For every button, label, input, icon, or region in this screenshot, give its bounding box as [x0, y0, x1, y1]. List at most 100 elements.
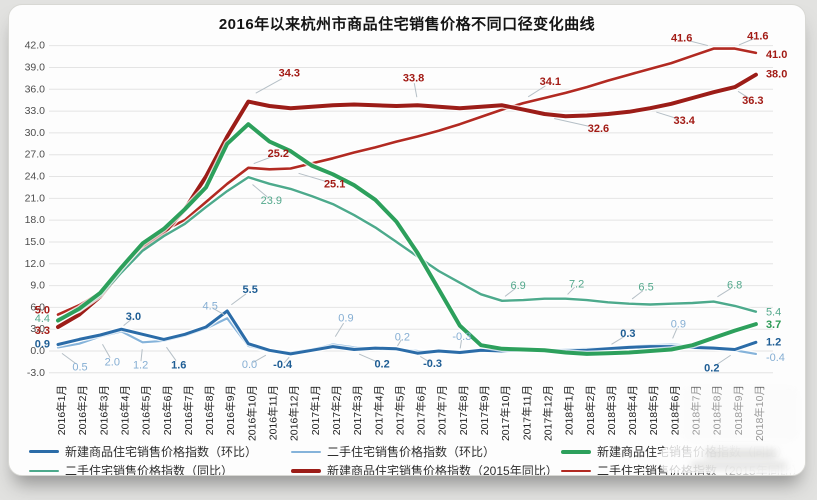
data-label: 5.4: [766, 307, 781, 319]
legend-swatch: [29, 469, 59, 472]
svg-text:2017年1月: 2017年1月: [309, 385, 322, 435]
data-label: 2.0: [105, 356, 120, 368]
data-label: 5.5: [243, 284, 258, 296]
svg-text:2017年6月: 2017年6月: [415, 385, 428, 435]
y-axis-labels: -3.0 0.0 3.0 6.0 9.0 12.0 15.0 18.0 21.0 24.0 27.0…: [25, 40, 46, 379]
series-line-second_2015: [56, 47, 758, 316]
legend-swatch: [291, 450, 321, 453]
gridlines: [49, 45, 773, 374]
data-label: 0.3: [620, 328, 635, 340]
data-label: -0.3: [452, 331, 471, 343]
data-label: 0.2: [374, 359, 389, 371]
svg-text:2017年9月: 2017年9月: [478, 385, 491, 435]
erased-watermark-mark: [691, 462, 787, 469]
data-label: 41.6: [747, 31, 768, 43]
legend-item-second_mom: 二手住宅销售价格指数（环比）: [291, 443, 561, 460]
data-label: 0.9: [671, 318, 686, 330]
svg-text:30.0: 30.0: [25, 127, 46, 139]
svg-text:2016年10月: 2016年10月: [245, 385, 258, 441]
data-label: 3.7: [766, 319, 781, 331]
legend-swatch: [561, 469, 591, 472]
legend-swatch: [291, 468, 321, 473]
x-axis-labels: 2016年1月 2016年2月 2016年3月 2016年4月 2016年5月 2016年…: [55, 385, 766, 441]
data-label: 33.4: [673, 115, 695, 127]
svg-text:2018年5月: 2018年5月: [647, 385, 660, 435]
svg-text:2016年11月: 2016年11月: [267, 385, 280, 440]
data-label: -0.4: [273, 359, 293, 371]
svg-text:42.0: 42.0: [25, 40, 46, 52]
data-label: 1.2: [133, 359, 148, 371]
data-label: 4.4: [35, 313, 50, 325]
data-label: 3.0: [126, 311, 141, 323]
svg-text:9.0: 9.0: [30, 280, 45, 292]
svg-text:39.0: 39.0: [25, 61, 46, 73]
svg-text:-3.0: -3.0: [27, 367, 45, 379]
svg-text:2016年2月: 2016年2月: [76, 385, 89, 435]
watermark-smudge: [681, 387, 799, 441]
data-label: 6.5: [638, 282, 653, 294]
svg-text:2018年6月: 2018年6月: [668, 385, 681, 435]
chart-title: 2016年以来杭州市商品住宅销售价格不同口径变化曲线: [218, 16, 596, 33]
svg-text:6.0: 6.0: [30, 301, 45, 313]
svg-text:2016年4月: 2016年4月: [118, 385, 131, 435]
svg-text:2016年6月: 2016年6月: [161, 385, 174, 435]
data-label: -0.3: [423, 358, 442, 370]
legend-label: 二手住宅销售价格指数（环比）: [327, 445, 496, 459]
data-label: 25.1: [324, 179, 345, 191]
svg-text:15.0: 15.0: [25, 236, 46, 248]
data-label: 0.0: [242, 359, 257, 371]
svg-text:2016年9月: 2016年9月: [224, 385, 237, 435]
svg-text:2016年5月: 2016年5月: [140, 385, 153, 435]
data-label: 3.3: [35, 325, 50, 337]
svg-text:2018年1月: 2018年1月: [563, 385, 576, 435]
svg-text:3.0: 3.0: [30, 323, 45, 335]
svg-text:2017年11月: 2017年11月: [520, 385, 533, 440]
data-label: 1.6: [171, 359, 186, 371]
data-label: 41.6: [671, 33, 692, 45]
legend-item-second_yoy: 二手住宅销售价格指数（同比）: [29, 462, 291, 476]
data-label: 4.5: [203, 300, 218, 312]
data-label: 23.9: [261, 195, 282, 207]
price-index-line-chart: -3.0 0.0 3.0 6.0 9.0 12.0 15.0 18.0 21.0 24.0 27.0…: [25, 31, 788, 441]
data-label: 41.0: [766, 49, 787, 61]
svg-text:2016年7月: 2016年7月: [182, 385, 195, 435]
data-label: 36.3: [742, 95, 763, 107]
data-label: 38.0: [766, 69, 787, 81]
svg-text:24.0: 24.0: [25, 171, 46, 183]
svg-text:2016年1月: 2016年1月: [55, 385, 68, 435]
data-labels: 5.04.43.30.934.325.225.123.933.8 34.132.6…: [35, 31, 788, 375]
svg-text:0.0: 0.0: [30, 345, 45, 357]
svg-text:2017年5月: 2017年5月: [393, 385, 406, 435]
series-lines: [54, 45, 760, 358]
svg-text:21.0: 21.0: [25, 192, 46, 204]
data-label: 25.2: [268, 148, 289, 160]
svg-text:2018年3月: 2018年3月: [605, 385, 618, 435]
svg-text:2016年8月: 2016年8月: [203, 385, 216, 435]
svg-text:2017年8月: 2017年8月: [457, 385, 470, 435]
data-label: 7.2: [569, 279, 584, 291]
data-label: 0.5: [72, 361, 87, 373]
svg-text:18.0: 18.0: [25, 214, 46, 226]
svg-text:33.0: 33.0: [25, 105, 46, 117]
data-label: -0.4: [766, 352, 785, 364]
watermark-smudge: [661, 446, 805, 473]
svg-text:2018年2月: 2018年2月: [584, 385, 597, 435]
svg-text:2017年4月: 2017年4月: [372, 385, 385, 435]
legend-label: 二手住宅销售价格指数（同比）: [65, 464, 234, 476]
series-line-new_yoy: [56, 122, 758, 356]
data-label: 33.8: [403, 72, 424, 84]
data-label: 6.9: [511, 280, 526, 292]
legend-label: 新建商品住宅销售价格指数（2015年同比）: [327, 464, 558, 476]
legend-label: 新建商品住宅销售价格指数（环比）: [65, 445, 258, 459]
series-line-second_yoy: [56, 175, 758, 321]
legend-item-new_2015: 新建商品住宅销售价格指数（2015年同比）: [291, 462, 561, 476]
svg-text:27.0: 27.0: [25, 149, 46, 161]
svg-text:2017年2月: 2017年2月: [330, 385, 343, 435]
svg-text:12.0: 12.0: [25, 258, 46, 270]
data-label: 32.6: [588, 123, 609, 135]
data-label: 34.3: [279, 68, 300, 80]
svg-text:2016年12月: 2016年12月: [288, 385, 301, 441]
data-label: 6.8: [727, 280, 742, 292]
svg-text:36.0: 36.0: [25, 83, 46, 95]
legend-item-new_mom: 新建商品住宅销售价格指数（环比）: [29, 443, 291, 460]
